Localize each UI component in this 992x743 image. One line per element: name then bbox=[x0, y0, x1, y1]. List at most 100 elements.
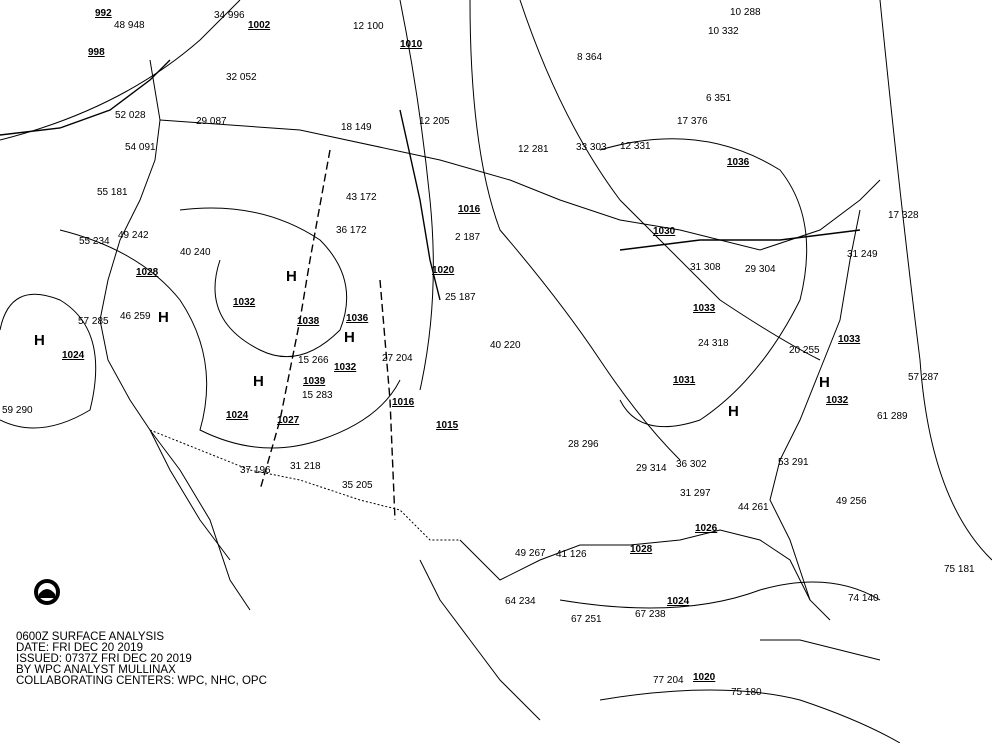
station-plot: 40 240 bbox=[180, 247, 211, 258]
isobar-label: 1020 bbox=[432, 265, 455, 276]
geography bbox=[99, 59, 881, 721]
isobar-label: 1036 bbox=[346, 313, 369, 324]
noaa-logo bbox=[34, 579, 60, 605]
isobar-label: 1032 bbox=[334, 362, 357, 373]
station-plot: 67 251 bbox=[571, 614, 602, 625]
isobar-label: 1039 bbox=[303, 376, 326, 387]
station-plot: 57 287 bbox=[908, 372, 939, 383]
station-plot: 18 149 bbox=[341, 122, 372, 133]
station-plot: 15 266 bbox=[298, 355, 329, 366]
station-plot: 17 328 bbox=[888, 210, 919, 221]
station-plot: 36 172 bbox=[336, 225, 367, 236]
map-caption: 0600Z SURFACE ANALYSIS DATE: FRI DEC 20 … bbox=[16, 631, 267, 687]
station-plot: 20 255 bbox=[789, 345, 820, 356]
station-plot: 41 126 bbox=[556, 549, 587, 560]
station-plot: 35 302 bbox=[0, 0, 31, 3]
station-plot: 35 205 bbox=[342, 480, 373, 491]
isobar-label: 1016 bbox=[392, 397, 415, 408]
high-pressure-center: H bbox=[158, 309, 169, 326]
station-plot: 48 948 bbox=[114, 20, 145, 31]
cold-front bbox=[0, 59, 171, 136]
station-plot: 61 289 bbox=[877, 411, 908, 422]
mexico-coast bbox=[419, 559, 541, 721]
isobar-label: 1024 bbox=[226, 410, 249, 421]
isobar-label: 1033 bbox=[838, 334, 861, 345]
isobar-label: 1016 bbox=[458, 204, 481, 215]
station-plot: 2 187 bbox=[455, 232, 480, 243]
station-plot: 54 091 bbox=[125, 142, 156, 153]
station-plot: 52 028 bbox=[115, 110, 146, 121]
isobar-label: 1015 bbox=[436, 420, 459, 431]
station-plot: 67 238 bbox=[635, 609, 666, 620]
station-plot: 46 259 bbox=[120, 311, 151, 322]
isobar-label: 998 bbox=[88, 47, 105, 58]
station-plot: 55 234 bbox=[79, 236, 110, 247]
station-plot: 8 364 bbox=[577, 52, 602, 63]
station-plot: 36 302 bbox=[676, 459, 707, 470]
station-plot: 75 180 bbox=[731, 687, 762, 698]
high-pressure-center: H bbox=[819, 374, 830, 391]
isobar-label: 992 bbox=[95, 8, 112, 19]
station-plot: 17 376 bbox=[677, 116, 708, 127]
station-plot: 49 267 bbox=[515, 548, 546, 559]
west-coast bbox=[99, 59, 231, 561]
station-plot: 27 204 bbox=[382, 353, 413, 364]
station-values: 48 948 52 028 54 091 55 181 55 234 59 290 57 2… bbox=[0, 0, 975, 698]
station-plot: 15 283 bbox=[302, 390, 333, 401]
station-plot: 12 331 bbox=[620, 141, 651, 152]
station-plot: 31 249 bbox=[847, 249, 878, 260]
trough bbox=[259, 149, 331, 491]
isobar-label: 1020 bbox=[693, 672, 716, 683]
isobar-label: 1033 bbox=[693, 303, 716, 314]
station-plot: 40 220 bbox=[490, 340, 521, 351]
station-plot: 59 290 bbox=[2, 405, 33, 416]
isobar-label: 1024 bbox=[667, 596, 690, 607]
isobar-label: 1010 bbox=[400, 39, 423, 50]
caption-title: 0600Z SURFACE ANALYSIS bbox=[16, 631, 165, 643]
stationary-front bbox=[619, 229, 861, 251]
station-plot: 64 234 bbox=[505, 596, 536, 607]
station-plot: 12 281 bbox=[518, 144, 549, 155]
us-mexico-border bbox=[149, 429, 460, 541]
station-plot: 49 256 bbox=[836, 496, 867, 507]
high-pressure-center: H bbox=[286, 268, 297, 285]
isobar-label: 1028 bbox=[630, 544, 653, 555]
caption-issued: ISSUED: 0737Z FRI DEC 20 2019 bbox=[16, 653, 192, 665]
isobar-label: 1024 bbox=[62, 350, 85, 361]
station-plot: 33 303 bbox=[576, 142, 607, 153]
station-plot: 29 304 bbox=[745, 264, 776, 275]
gulf-coast bbox=[459, 529, 831, 621]
station-plot: 74 140 bbox=[848, 593, 879, 604]
station-plot: 44 261 bbox=[738, 502, 769, 513]
isobar-label: 1027 bbox=[277, 415, 300, 426]
station-plot: 32 052 bbox=[226, 72, 257, 83]
station-plot: 37 196 bbox=[240, 465, 271, 476]
station-plot: 31 218 bbox=[290, 461, 321, 472]
isobar-label: 1036 bbox=[727, 157, 750, 168]
station-plot: 28 296 bbox=[568, 439, 599, 450]
high-pressure-center: H bbox=[728, 403, 739, 420]
station-plot: 43 172 bbox=[346, 192, 377, 203]
station-plot: 31 308 bbox=[690, 262, 721, 273]
high-pressure-center: H bbox=[253, 373, 264, 390]
station-plot: 55 181 bbox=[97, 187, 128, 198]
station-plot: 53 291 bbox=[778, 457, 809, 468]
station-plot: 24 318 bbox=[698, 338, 729, 349]
isobar-label: 1038 bbox=[297, 316, 320, 327]
cold-front bbox=[399, 109, 441, 301]
caption-date: DATE: FRI DEC 20 2019 bbox=[16, 642, 143, 654]
trough bbox=[379, 279, 396, 521]
station-plot: 12 205 bbox=[419, 116, 450, 127]
station-plot: 10 332 bbox=[708, 26, 739, 37]
baja-coast bbox=[149, 429, 251, 611]
caption-centers: COLLABORATING CENTERS: WPC, NHC, OPC bbox=[16, 675, 267, 687]
station-plot: 34 996 bbox=[214, 10, 245, 21]
station-plot: 31 297 bbox=[680, 488, 711, 499]
station-plot: 12 100 bbox=[353, 21, 384, 32]
fronts bbox=[0, 59, 861, 521]
isobar-label: 1031 bbox=[673, 375, 696, 386]
isobar-label: 1032 bbox=[826, 395, 849, 406]
